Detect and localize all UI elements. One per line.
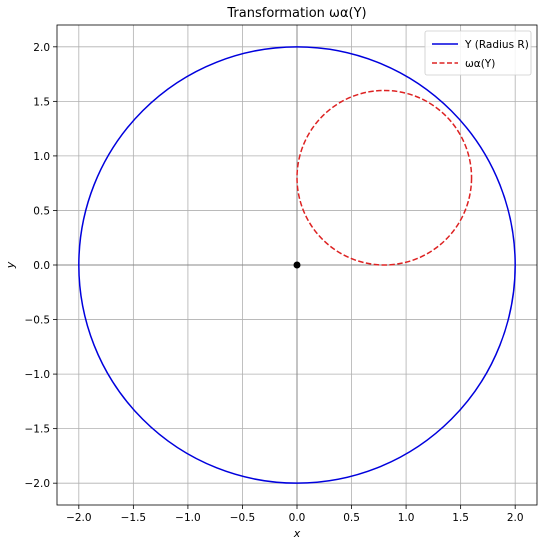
series-1-circle (296, 89, 473, 266)
x-tick-label-1: −1.5 (121, 512, 147, 524)
series (78, 46, 516, 484)
y-tick-label-5: 0.5 (33, 205, 50, 217)
x-tick-label-8: 2.0 (507, 512, 524, 524)
chart-title: Transformation ωα(Y) (226, 6, 366, 21)
y-tick-label-8: 2.0 (33, 42, 50, 54)
x-tick-label-0: −2.0 (66, 512, 92, 524)
x-tick-label-2: −1.0 (175, 512, 201, 524)
legend: Y (Radius R) ωα(Y) (424, 30, 532, 76)
y-tick-label-2: −1.0 (25, 369, 51, 381)
x-axis-label: x (293, 527, 301, 540)
origin-point-0 (293, 261, 301, 269)
legend-label-0: Y (Radius R) (464, 39, 529, 51)
points (293, 261, 301, 269)
x-tick-label-3: −0.5 (230, 512, 256, 524)
y-tick-label-7: 1.5 (33, 96, 50, 108)
x-tick-label-7: 1.5 (452, 512, 469, 524)
y-tick-label-0: −2.0 (25, 478, 51, 490)
x-tick-label-4: 0.0 (289, 512, 306, 524)
y-tick-label-1: −1.5 (25, 424, 51, 436)
y-tick-label-3: −0.5 (25, 315, 51, 327)
y-axis-label: y (4, 261, 17, 269)
y-tick-label-6: 1.0 (33, 151, 50, 163)
x-tick-label-5: 0.5 (343, 512, 360, 524)
y-tick-label-4: 0.0 (33, 260, 50, 272)
legend-box (424, 30, 532, 76)
legend-label-1: ωα(Y) (465, 58, 495, 70)
x-tick-label-6: 1.0 (398, 512, 415, 524)
ticks: −2.0 −1.5 −1.0 −0.5 0.0 0.5 1.0 1.5 2.0 −2.0 −1.5 −… (25, 42, 524, 524)
series-0-circle (78, 46, 516, 484)
